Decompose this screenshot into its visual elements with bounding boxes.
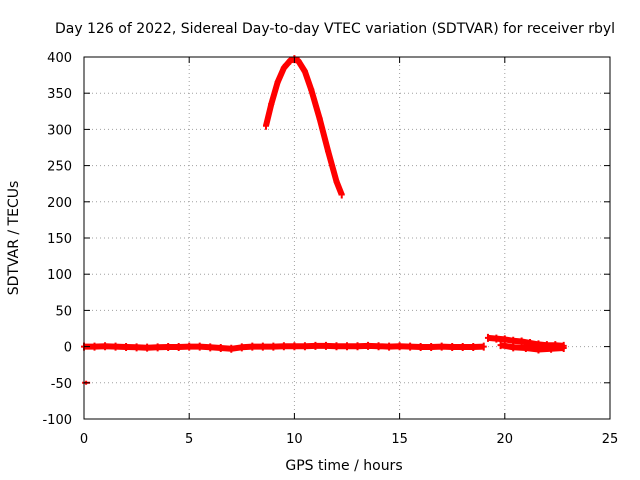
series-line-tail-lower — [500, 342, 564, 353]
data-point — [207, 343, 214, 352]
data-point — [102, 342, 109, 351]
data-point — [428, 342, 435, 351]
data-point — [312, 341, 319, 350]
data-point — [301, 67, 308, 76]
data-point — [270, 342, 277, 351]
data-point — [535, 345, 542, 354]
y-tick-label: 100 — [47, 268, 72, 283]
data-point — [165, 342, 172, 351]
data-point — [548, 344, 555, 353]
data-point — [268, 100, 275, 109]
data-point — [417, 342, 424, 351]
series-layer — [81, 55, 567, 385]
x-tick-label: 20 — [497, 432, 514, 447]
y-tick-label: 250 — [47, 160, 72, 175]
y-tick-label: 50 — [55, 304, 72, 319]
x-tick-label: 25 — [602, 432, 619, 447]
data-point — [291, 342, 298, 351]
data-point — [308, 85, 315, 94]
data-point — [560, 344, 567, 353]
data-point — [144, 343, 151, 352]
y-tick-label: 400 — [47, 51, 72, 66]
data-point — [484, 333, 491, 342]
tick-layer: 0 5 10 15 20 25 -100 -50 0 50 100 150 200 250 300 350 40… — [42, 51, 618, 447]
x-tick-label: 5 — [185, 432, 193, 447]
data-point — [407, 342, 414, 351]
data-point — [280, 342, 287, 351]
data-point — [259, 342, 266, 351]
data-point — [338, 190, 345, 199]
data-point — [480, 342, 487, 351]
data-point — [123, 342, 130, 351]
data-point — [510, 343, 517, 352]
y-tick-label: -50 — [51, 377, 72, 392]
x-tick-label: 0 — [80, 432, 88, 447]
data-point — [217, 344, 224, 353]
data-point — [344, 342, 350, 351]
data-point — [91, 342, 98, 351]
data-point — [322, 341, 329, 350]
data-point — [274, 78, 281, 87]
data-point — [262, 121, 269, 130]
y-axis-label: SDTVAR / TECUs — [6, 181, 22, 296]
data-point — [295, 57, 302, 66]
data-point — [497, 341, 504, 350]
data-point — [470, 342, 477, 351]
data-point — [325, 147, 332, 156]
data-point — [375, 342, 382, 351]
y-tick-label: 0 — [64, 341, 72, 356]
data-point — [280, 63, 287, 72]
data-point — [459, 342, 466, 351]
data-point — [522, 344, 529, 353]
data-point — [449, 342, 456, 351]
data-point — [228, 344, 235, 353]
data-point — [175, 342, 182, 351]
data-point — [386, 342, 393, 351]
data-point — [365, 341, 372, 350]
data-point — [154, 343, 161, 352]
data-point — [396, 342, 403, 351]
x-tick-label: 15 — [391, 432, 408, 447]
data-point — [287, 56, 294, 65]
y-tick-label: 200 — [47, 196, 72, 211]
data-point — [196, 342, 203, 351]
y-tick-label: 350 — [47, 87, 72, 102]
data-point — [133, 343, 140, 352]
y-tick-label: 300 — [47, 123, 72, 138]
grid-layer — [84, 57, 610, 419]
y-tick-label: -100 — [42, 413, 72, 428]
data-point — [238, 343, 245, 352]
data-point — [249, 342, 256, 351]
data-point — [354, 342, 361, 351]
data-point — [112, 342, 119, 351]
data-point — [438, 342, 445, 351]
data-point — [333, 342, 340, 351]
x-axis-label: GPS time / hours — [285, 458, 402, 474]
data-point — [186, 342, 193, 351]
data-point — [501, 335, 508, 344]
data-point — [301, 342, 308, 351]
x-tick-label: 10 — [286, 432, 303, 447]
y-tick-label: 150 — [47, 232, 72, 247]
data-point — [518, 337, 525, 346]
chart-title: Day 126 of 2022, Sidereal Day-to-day VTE… — [55, 21, 615, 37]
data-point — [333, 177, 340, 186]
data-point — [493, 334, 500, 343]
data-point — [316, 114, 323, 123]
